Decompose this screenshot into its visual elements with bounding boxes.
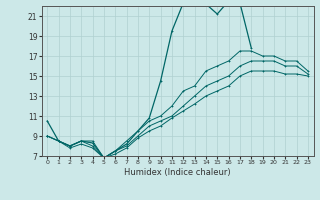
X-axis label: Humidex (Indice chaleur): Humidex (Indice chaleur) xyxy=(124,168,231,177)
